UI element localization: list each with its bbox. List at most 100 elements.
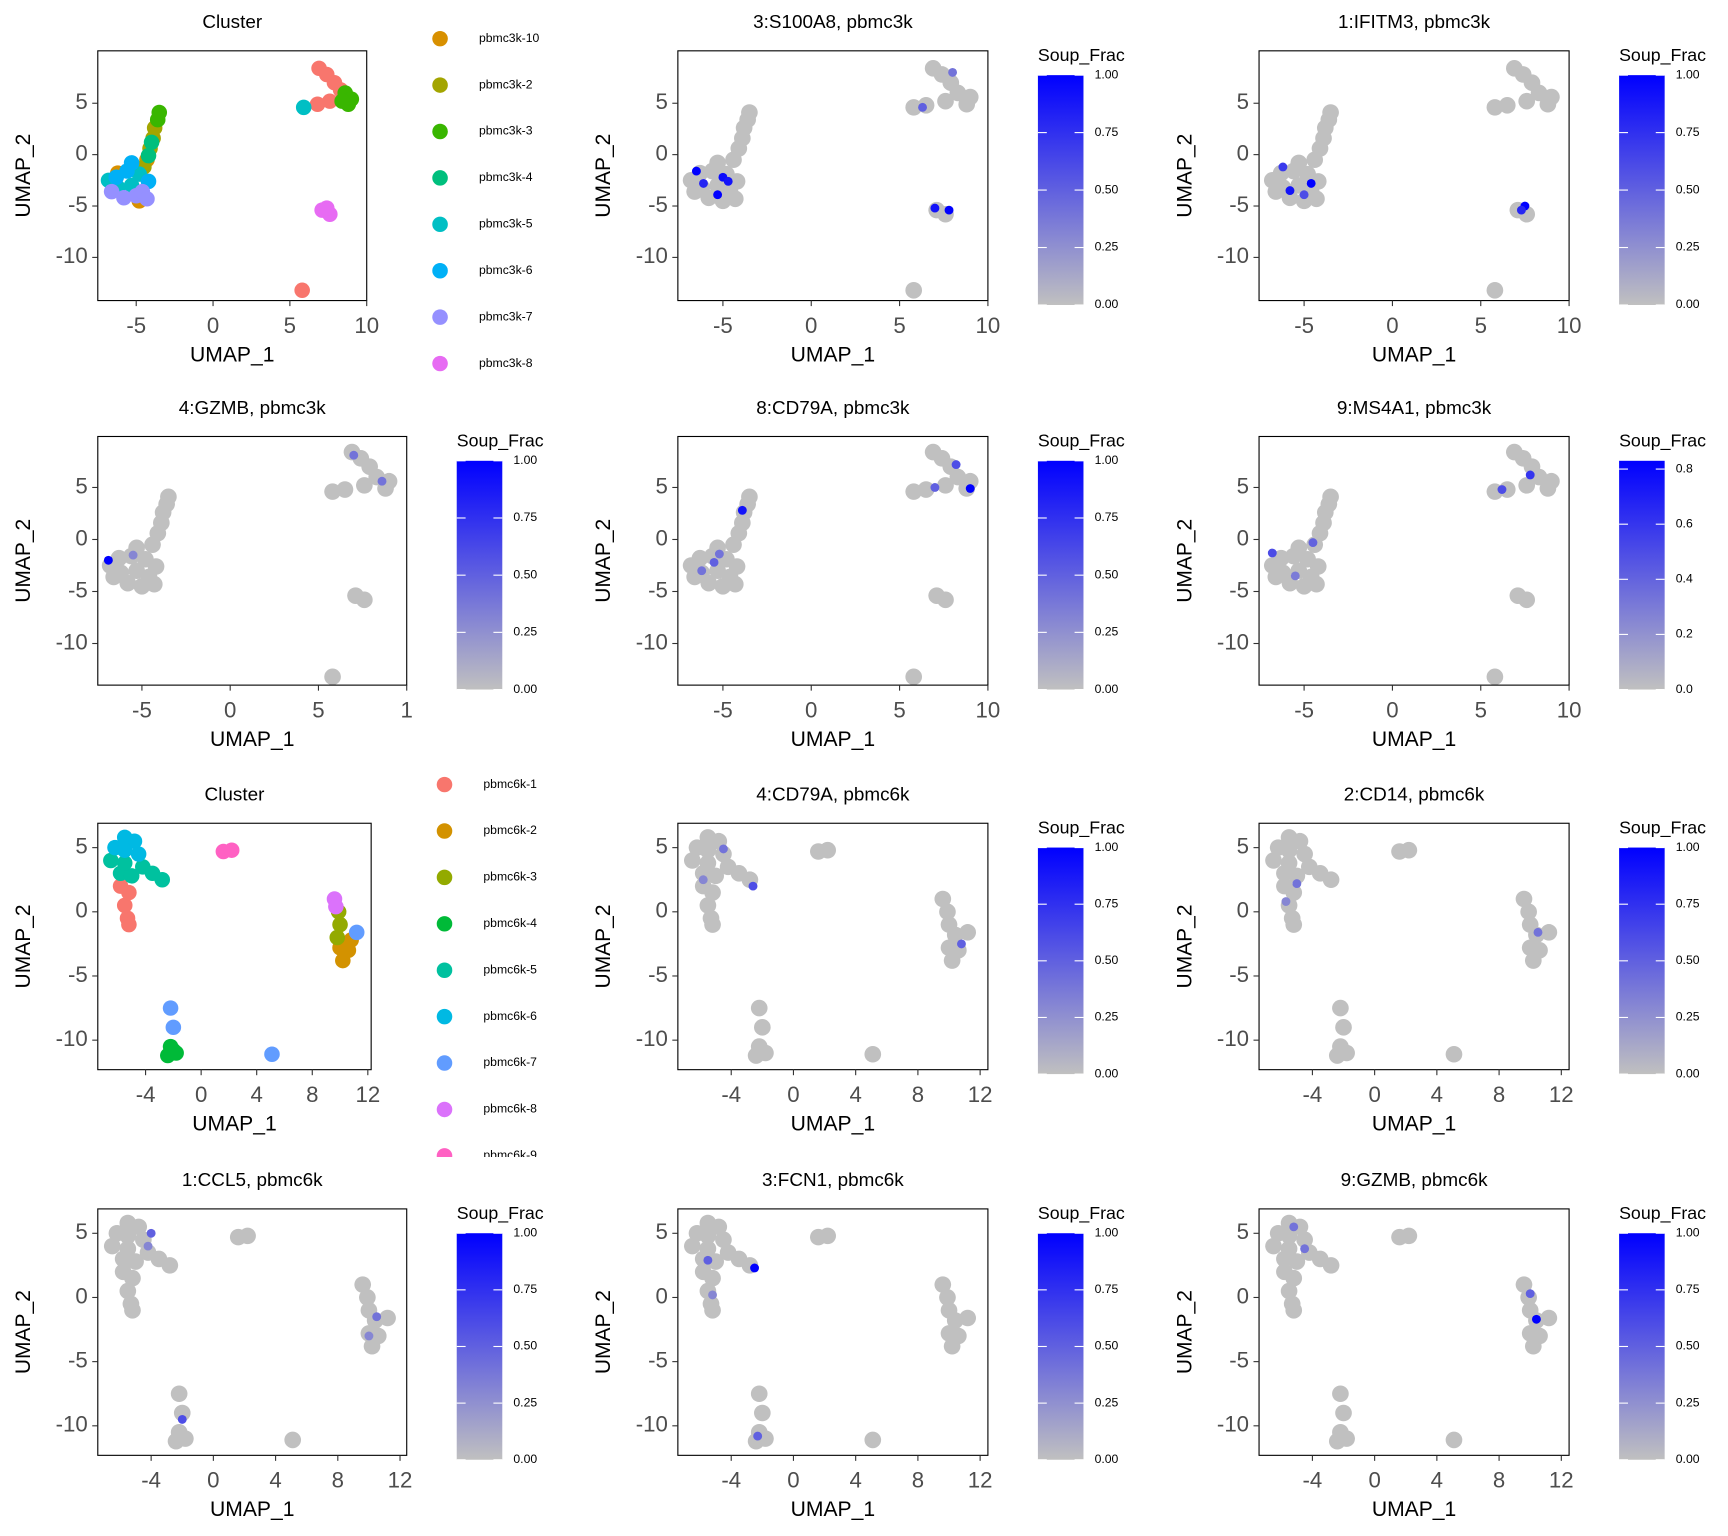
x-tick-label: 10 — [1557, 313, 1582, 338]
cell-point — [748, 881, 758, 891]
panel-title: 2:CD14, pbmc6k — [1344, 784, 1485, 805]
cell-point — [103, 183, 120, 200]
y-tick-label: 5 — [75, 1219, 87, 1244]
cell-point — [123, 868, 140, 884]
cell-point — [349, 450, 359, 460]
y-tick-label: -10 — [1217, 1412, 1249, 1437]
cell-point — [917, 481, 935, 498]
colorbar-tick-label: 0.50 — [513, 1339, 537, 1353]
cell-point — [864, 1045, 882, 1063]
cell-point — [1498, 97, 1516, 114]
cell-point — [1445, 1045, 1463, 1063]
cell-point — [1290, 177, 1308, 194]
cell-point — [1265, 852, 1282, 869]
panel-title: 9:GZMB, pbmc6k — [1341, 1169, 1488, 1190]
cell-point — [145, 575, 163, 593]
x-tick-label: 12 — [968, 1082, 993, 1107]
x-tick-label: 12 — [968, 1468, 993, 1493]
y-tick-label: 0 — [75, 141, 87, 166]
colorbar-tick-label: 0.75 — [1095, 510, 1119, 524]
y-tick-label: -10 — [1217, 1026, 1249, 1051]
legend: pbmc3k-10 pbmc3k-2 pbmc3k-3 pbmc3k-4 pbmc3k-… — [432, 31, 540, 372]
cell-point — [123, 155, 140, 171]
points — [103, 829, 365, 1064]
cell-point — [103, 1237, 121, 1255]
y-tick-label: 0 — [656, 898, 668, 923]
cell-point — [1299, 190, 1309, 200]
colorbar-tick-label: 0.25 — [1676, 1010, 1700, 1024]
cell-point — [905, 483, 923, 500]
y-axis-title: UMAP_2 — [12, 519, 35, 603]
colorbar-tick-label: 0.00 — [1095, 682, 1119, 696]
cell-point — [1515, 890, 1533, 908]
x-tick-label: 5 — [312, 698, 324, 723]
cell-point — [356, 591, 373, 609]
legend-label: pbmc3k-10 — [479, 31, 540, 45]
cell-point — [1332, 999, 1349, 1017]
cell-point — [1285, 916, 1303, 933]
y-tick-label: -5 — [1229, 1348, 1249, 1373]
y-tick-label: 0 — [75, 898, 87, 923]
cell-point — [1335, 1404, 1352, 1422]
cell-point — [1540, 924, 1558, 941]
colorbar-tick-label: 0.00 — [1676, 297, 1700, 311]
x-tick-label: 4 — [1431, 1082, 1443, 1107]
colorbar-tick-label: 0.25 — [1095, 1010, 1119, 1024]
x-tick-label: 12 — [1549, 1468, 1574, 1493]
cell-point — [1322, 1257, 1340, 1274]
x-tick-label: 5 — [284, 313, 296, 338]
x-tick-label: -4 — [721, 1468, 741, 1493]
legend-swatch — [436, 1148, 453, 1157]
x-tick-label: 0 — [787, 1468, 799, 1493]
cell-point — [161, 1257, 179, 1274]
colorbar-tick-label: 1.00 — [1095, 840, 1119, 854]
cell-point — [1516, 205, 1526, 215]
legend-swatch — [432, 123, 448, 140]
panel-title: 3:S100A8, pbmc3k — [753, 11, 913, 32]
x-axis-title: UMAP_1 — [791, 343, 875, 366]
cell-point — [1322, 104, 1339, 121]
cell-point — [704, 916, 721, 933]
panel: 1:CCL5, pbmc6k Soup_Frac 0.00 0.25 0.50 0.75 1… — [12, 1169, 544, 1521]
colorbar-tick-label: 0.00 — [1095, 1066, 1119, 1080]
cell-point — [930, 483, 940, 492]
cell-point — [1289, 1222, 1299, 1232]
colorbar-tick-label: 0.50 — [1676, 1339, 1700, 1353]
cell-point — [151, 104, 168, 121]
panel-title: 8:CD79A, pbmc3k — [756, 397, 910, 418]
y-axis-title: UMAP_2 — [1173, 134, 1196, 218]
cell-point — [905, 668, 923, 686]
cell-point — [958, 95, 976, 113]
colorbar-title: Soup_Frac — [1038, 45, 1125, 66]
cell-point — [1288, 1253, 1306, 1270]
legend-label: pbmc3k-2 — [479, 77, 533, 91]
colorbar-tick-label: 0.25 — [1095, 240, 1119, 254]
cell-point — [699, 897, 717, 914]
cell-point — [127, 1253, 144, 1270]
x-tick-label: -4 — [141, 1468, 161, 1493]
colorbar-title: Soup_Frac — [1038, 431, 1125, 452]
y-tick-label: 0 — [656, 1283, 668, 1308]
x-tick-label: 4 — [251, 1082, 263, 1107]
colorbar-tick-label: 1.00 — [1676, 840, 1700, 854]
points — [1263, 60, 1560, 299]
panel-title: Cluster — [202, 11, 262, 32]
y-tick-label: 5 — [656, 473, 668, 498]
colorbar-tick-label: 0.75 — [1095, 125, 1119, 139]
x-tick-label: 8 — [912, 1082, 924, 1107]
y-axis-title: UMAP_2 — [12, 904, 35, 988]
cell-point — [704, 884, 721, 901]
cell-point — [1300, 1244, 1310, 1254]
cell-point — [934, 890, 952, 908]
cell-point — [750, 999, 768, 1017]
y-tick-label: -5 — [68, 577, 88, 602]
cell-point — [356, 477, 373, 494]
points — [1263, 443, 1560, 686]
cell-point — [108, 169, 125, 185]
y-tick-label: -5 — [68, 1348, 88, 1373]
cell-point — [1518, 591, 1536, 609]
colorbar-tick-label: 1.00 — [513, 1225, 537, 1239]
cell-point — [119, 1282, 137, 1300]
cell-point — [1280, 1227, 1298, 1245]
